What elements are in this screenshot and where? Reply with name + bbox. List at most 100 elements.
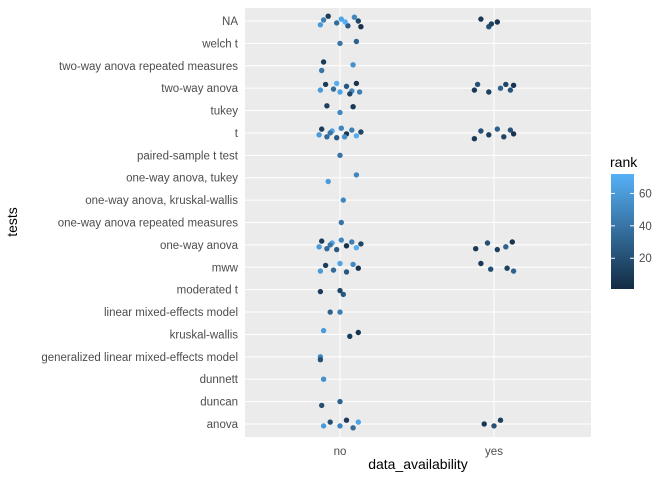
data-point	[319, 126, 325, 132]
data-point	[320, 17, 327, 23]
data-point	[317, 22, 324, 28]
data-point	[340, 291, 346, 298]
data-point	[474, 81, 481, 88]
data-point	[350, 261, 356, 268]
legend-tick-label: 40	[639, 221, 652, 233]
data-point	[322, 262, 329, 269]
data-point	[478, 128, 484, 134]
y-tick-label: one-way anova	[160, 240, 239, 252]
data-point	[337, 109, 343, 116]
data-point	[478, 260, 484, 267]
data-point	[334, 135, 340, 141]
data-point	[343, 83, 350, 90]
data-point	[350, 425, 356, 431]
data-point	[320, 376, 327, 382]
data-point	[322, 81, 329, 88]
data-point	[324, 246, 330, 252]
data-points	[316, 13, 517, 431]
data-point	[342, 19, 348, 25]
y-tick-label: two-way anova	[161, 83, 238, 95]
data-point	[327, 130, 333, 136]
y-tick-label: NA	[222, 16, 238, 28]
y-tick-labels: anova duncan dunnett generalized linear mix…	[41, 16, 238, 431]
legend-tick-label: 20	[639, 253, 652, 265]
data-point	[317, 288, 324, 295]
data-point	[478, 16, 484, 22]
y-tick-label: t	[235, 128, 239, 140]
data-point	[324, 103, 330, 109]
grid-lines	[245, 8, 591, 437]
legend-tick-label: 60	[639, 188, 652, 200]
y-tick-label: dunnett	[200, 374, 239, 386]
data-point	[334, 246, 340, 253]
data-point	[353, 245, 360, 251]
y-tick-label: kruskal-wallis	[170, 329, 239, 341]
data-point	[349, 239, 355, 245]
x-tick-label: yes	[485, 446, 503, 458]
data-point	[317, 87, 324, 93]
data-point	[353, 172, 360, 178]
data-point	[347, 91, 353, 97]
x-tick-labels: no yes	[334, 446, 504, 458]
legend-title: rank	[610, 154, 638, 170]
data-point	[337, 89, 343, 95]
data-point	[355, 18, 361, 24]
x-tick-label: no	[334, 446, 347, 458]
y-tick-label: paired-sample t test	[137, 150, 239, 162]
data-point	[353, 133, 360, 139]
y-tick-label: anova	[207, 419, 239, 431]
data-point	[356, 89, 363, 95]
data-point	[317, 357, 324, 363]
data-point	[316, 244, 322, 250]
data-point	[330, 86, 337, 92]
data-point	[317, 268, 324, 274]
data-point	[358, 24, 364, 30]
data-point	[343, 243, 350, 249]
data-point	[509, 239, 515, 245]
data-point	[351, 14, 358, 20]
data-point	[337, 260, 343, 267]
data-point	[337, 309, 343, 315]
y-tick-label: two-way anova repeated measures	[59, 61, 238, 73]
data-point	[327, 242, 333, 248]
data-point	[320, 59, 327, 65]
data-point	[337, 287, 343, 294]
data-point	[337, 423, 343, 429]
data-point	[320, 327, 327, 334]
data-point	[486, 89, 492, 95]
data-point	[355, 265, 361, 271]
x-axis-title: data_availability	[368, 456, 468, 472]
data-point	[471, 87, 478, 93]
legend: rank 20 40 60	[610, 154, 652, 289]
data-point	[319, 238, 325, 244]
data-point	[503, 81, 509, 88]
data-point	[337, 40, 343, 47]
data-point	[325, 13, 331, 19]
data-point	[343, 417, 350, 423]
y-tick-label: one-way anova, tukey	[126, 173, 238, 185]
legend-ticks: 20 40 60	[611, 188, 652, 265]
data-point	[497, 417, 504, 423]
data-point	[488, 21, 495, 27]
data-point	[340, 197, 346, 203]
data-point	[507, 87, 514, 93]
data-point	[345, 23, 351, 29]
data-point	[501, 134, 507, 140]
data-point	[481, 421, 487, 427]
data-point	[338, 16, 344, 22]
data-point	[316, 132, 322, 138]
y-tick-label: mww	[212, 262, 239, 274]
data-point	[491, 423, 497, 429]
data-point	[334, 80, 340, 87]
data-point	[319, 402, 325, 409]
data-point	[338, 237, 344, 243]
data-point	[504, 265, 510, 271]
data-point	[337, 152, 343, 158]
data-point	[337, 398, 343, 405]
y-axis-title: tests	[4, 207, 20, 237]
data-point	[338, 219, 344, 226]
data-point	[355, 419, 361, 425]
y-tick-label: one-way anova repeated measures	[58, 218, 239, 230]
data-point	[510, 268, 517, 274]
